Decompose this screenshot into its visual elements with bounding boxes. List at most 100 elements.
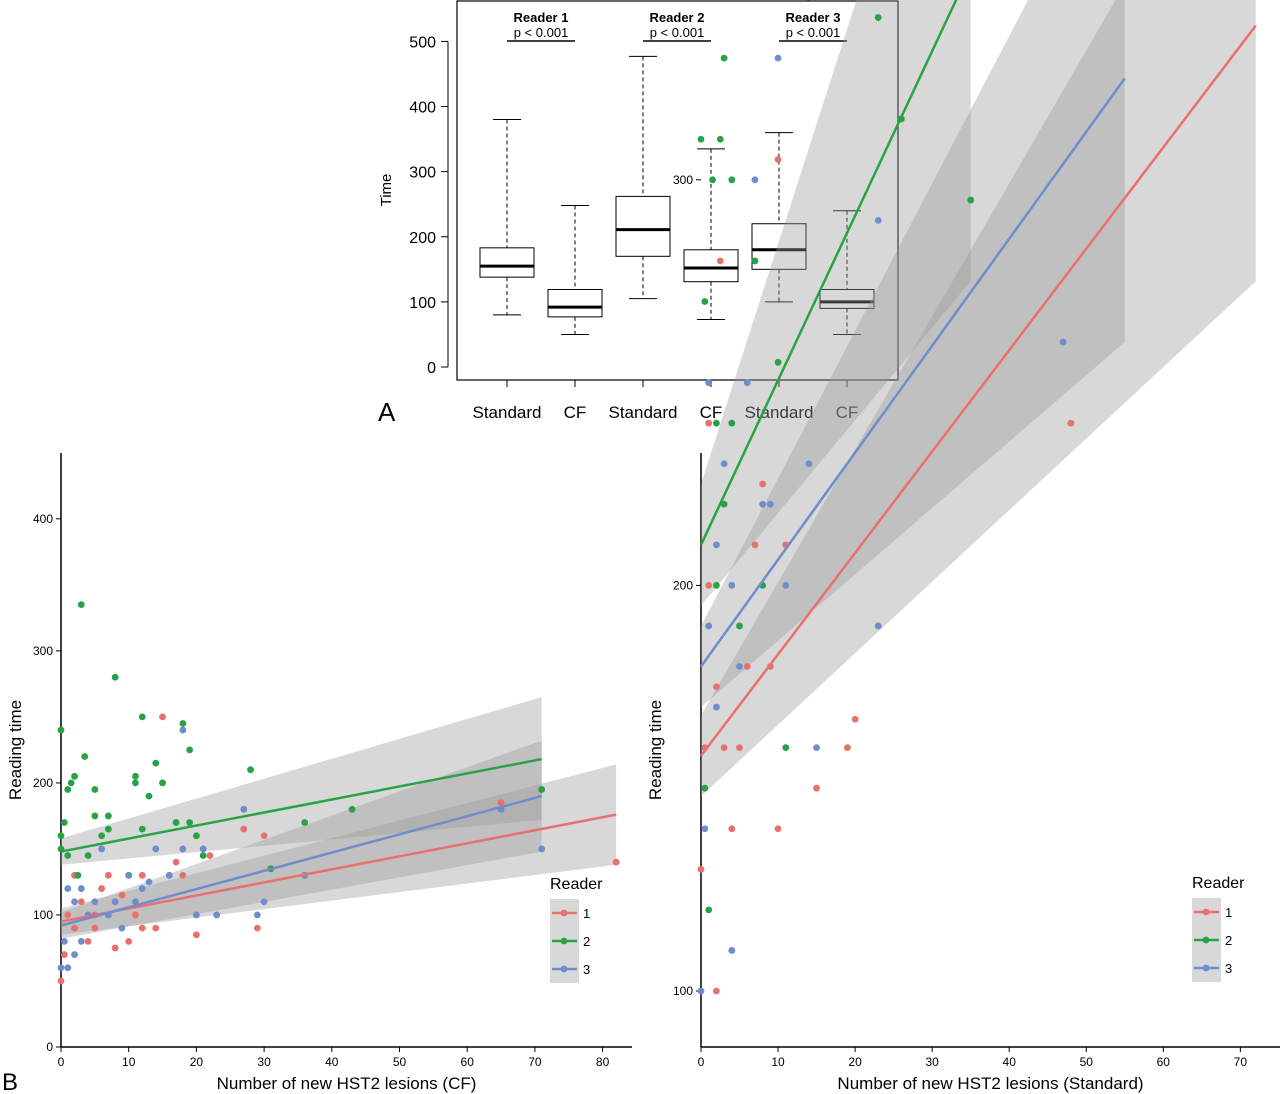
x-tick-label: 50 bbox=[393, 1055, 407, 1069]
data-point-reader-3 bbox=[138, 885, 146, 892]
data-point-reader-2 bbox=[60, 819, 68, 826]
data-point-reader-3 bbox=[125, 871, 133, 879]
y-tick-label: 200 bbox=[409, 230, 436, 247]
legend-label-reader-3: 3 bbox=[1225, 961, 1232, 976]
data-point-reader-2 bbox=[736, 622, 743, 630]
y-tick-label: 100 bbox=[409, 295, 436, 312]
x-tick-label: 80 bbox=[596, 1055, 610, 1069]
data-point-reader-2 bbox=[193, 832, 200, 840]
data-point-reader-3 bbox=[179, 845, 187, 853]
data-point-reader-3 bbox=[132, 898, 139, 906]
data-point-reader-2 bbox=[64, 786, 72, 793]
data-point-reader-2 bbox=[186, 819, 194, 826]
y-tick-label: 500 bbox=[409, 34, 436, 51]
panel-label-a: A bbox=[378, 397, 396, 427]
data-point-reader-2 bbox=[111, 673, 119, 681]
data-point-reader-1 bbox=[60, 951, 68, 958]
data-point-reader-1 bbox=[179, 871, 187, 879]
y-axis-label: Reading time bbox=[646, 700, 665, 800]
data-point-reader-3 bbox=[705, 379, 713, 386]
data-point-reader-3 bbox=[774, 54, 782, 62]
x-tick-label: 60 bbox=[1157, 1055, 1171, 1069]
data-point-reader-2 bbox=[152, 759, 160, 767]
legend-label-reader-3: 3 bbox=[583, 962, 590, 977]
y-tick-label: 200 bbox=[673, 578, 693, 592]
x-axis-label: Number of new HST2 lesions (Standard) bbox=[837, 1074, 1143, 1093]
regression-line-reader-3 bbox=[699, 77, 1126, 668]
y-tick-label: 200 bbox=[33, 776, 53, 790]
data-point-reader-1 bbox=[716, 257, 724, 265]
data-point-reader-3 bbox=[813, 744, 820, 752]
x-tick-label: Standard bbox=[473, 403, 542, 422]
data-point-reader-3 bbox=[64, 964, 72, 972]
data-point-reader-2 bbox=[81, 753, 89, 760]
y-tick-label: 300 bbox=[409, 165, 436, 182]
box-iqr bbox=[819, 289, 875, 309]
data-point-reader-1 bbox=[206, 852, 214, 859]
y-tick-label: 300 bbox=[33, 644, 53, 658]
box-iqr bbox=[751, 223, 807, 270]
x-tick-label: 30 bbox=[257, 1055, 271, 1069]
box-iqr bbox=[683, 249, 739, 283]
data-point-reader-1 bbox=[84, 937, 92, 945]
data-point-reader-2 bbox=[709, 176, 716, 184]
y-tick-label: 300 bbox=[673, 173, 693, 187]
boxplot-frame bbox=[456, 0, 899, 381]
data-point-reader-2 bbox=[77, 601, 85, 609]
data-point-reader-1 bbox=[152, 924, 160, 932]
legend-label-reader-1: 1 bbox=[583, 906, 590, 921]
data-point-reader-3 bbox=[260, 898, 268, 906]
reader-title: Reader 1 bbox=[514, 10, 569, 25]
regression-line-reader-3 bbox=[60, 794, 542, 927]
data-point-reader-1 bbox=[118, 891, 126, 899]
legend-dot-reader-1 bbox=[560, 909, 568, 917]
data-point-reader-3 bbox=[77, 937, 85, 945]
data-point-reader-3 bbox=[728, 947, 736, 954]
data-point-reader-3 bbox=[179, 726, 187, 734]
x-tick-label: CF bbox=[700, 403, 723, 422]
y-tick-label: 0 bbox=[46, 1040, 53, 1054]
data-point-reader-1 bbox=[705, 582, 713, 589]
data-point-reader-2 bbox=[348, 805, 356, 813]
data-point-reader-2 bbox=[782, 744, 790, 752]
data-point-reader-1 bbox=[736, 744, 743, 752]
p-value: p < 0.001 bbox=[514, 25, 569, 40]
data-point-reader-1 bbox=[705, 419, 713, 427]
data-point-reader-3 bbox=[253, 911, 261, 919]
panel-label-b: B bbox=[2, 1069, 18, 1094]
data-point-reader-3 bbox=[145, 878, 153, 886]
data-point-reader-3 bbox=[766, 500, 774, 508]
data-point-reader-1 bbox=[253, 924, 261, 932]
legend-title: Reader bbox=[1192, 875, 1245, 892]
data-point-reader-3 bbox=[1059, 338, 1067, 346]
regression-line-reader-1 bbox=[700, 24, 1257, 757]
y-tick-label: 400 bbox=[33, 512, 53, 526]
panel-b-scatter-cf: 0 100 200 300 400 0 10 20 30 40 50 60 70 80 Number of … bbox=[6, 453, 632, 1093]
data-point-reader-3 bbox=[77, 885, 85, 892]
data-point-reader-1 bbox=[172, 858, 180, 866]
x-tick-label: CF bbox=[836, 403, 859, 422]
x-axis-label: Number of new HST2 lesions (CF) bbox=[217, 1074, 477, 1093]
legend-label-reader-2: 2 bbox=[583, 934, 590, 949]
data-point-reader-3 bbox=[701, 825, 709, 833]
legend-label-reader-1: 1 bbox=[1225, 905, 1232, 920]
data-point-reader-3 bbox=[720, 460, 728, 468]
legend-dot-reader-3 bbox=[1202, 964, 1210, 972]
data-point-reader-3 bbox=[874, 622, 882, 630]
y-tick-label: 400 bbox=[409, 100, 436, 117]
data-point-reader-2 bbox=[98, 832, 106, 840]
p-value: p < 0.001 bbox=[786, 25, 841, 40]
data-point-reader-1 bbox=[497, 799, 505, 807]
x-tick-label: 50 bbox=[1080, 1055, 1094, 1069]
data-point-reader-3 bbox=[213, 911, 221, 919]
data-point-reader-3 bbox=[98, 845, 106, 853]
data-point-reader-1 bbox=[1067, 419, 1075, 427]
data-point-reader-3 bbox=[57, 964, 65, 972]
data-point-reader-1 bbox=[91, 924, 99, 932]
box-iqr bbox=[615, 195, 671, 257]
x-tick-label: 40 bbox=[1003, 1055, 1017, 1069]
x-tick-label: 10 bbox=[122, 1055, 136, 1069]
box-iqr bbox=[547, 289, 603, 318]
data-point-reader-1 bbox=[759, 480, 767, 488]
